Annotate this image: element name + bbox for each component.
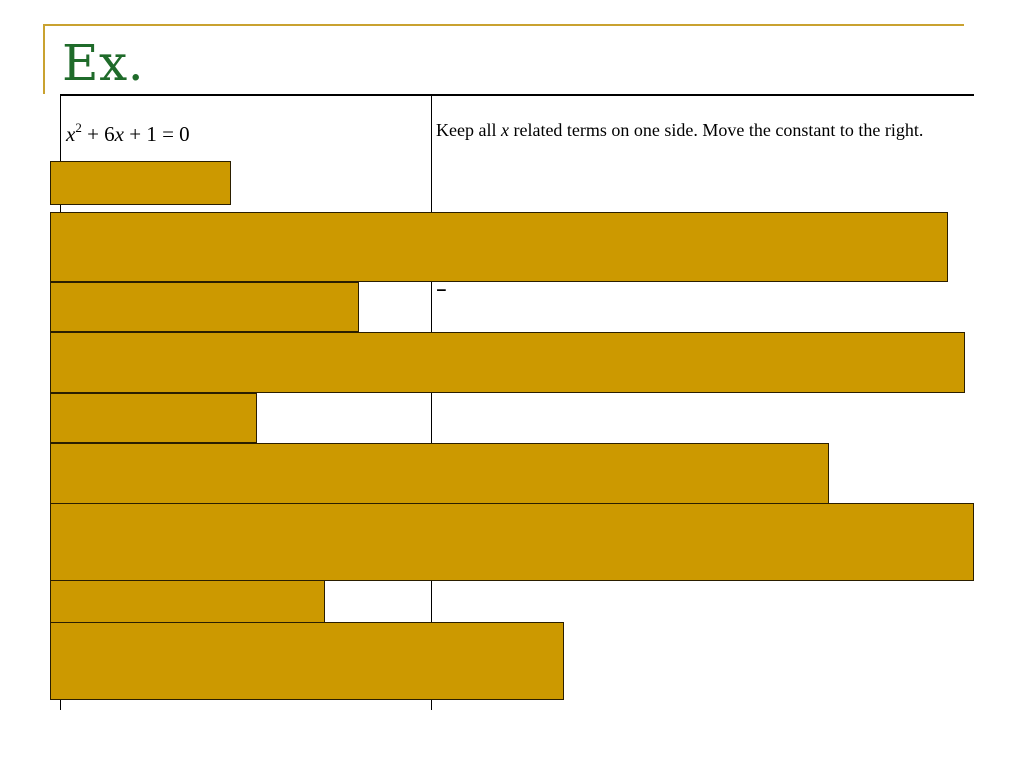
redaction-block xyxy=(50,580,325,623)
redaction-block xyxy=(50,332,965,393)
equation-variable: x xyxy=(66,122,76,146)
instruction-text: Keep all x related terms on one side. Mo… xyxy=(436,114,966,146)
equation: x2 + 6x + 1 = 0 xyxy=(66,120,190,147)
redaction-block xyxy=(50,503,974,581)
slide-title: Ex. xyxy=(62,34,145,92)
redaction-block xyxy=(50,443,829,504)
instruction-part-1: Keep all xyxy=(436,120,501,140)
equation-tail: + 1 = 0 xyxy=(124,122,190,146)
equation-exponent: 2 xyxy=(75,120,82,135)
accent-top-line xyxy=(44,24,964,26)
instruction-variable: x xyxy=(500,120,509,140)
redaction-block xyxy=(50,212,948,282)
redaction-block xyxy=(50,393,257,443)
table-column-divider xyxy=(431,94,432,710)
redaction-block xyxy=(50,622,564,700)
equation-middle: + 6 xyxy=(81,122,115,146)
accent-left-line xyxy=(43,24,45,94)
equation-variable-2: x xyxy=(114,122,124,146)
redaction-block xyxy=(50,161,231,205)
instruction-part-2: related terms on one side. Move the cons… xyxy=(508,120,924,140)
table-top-border xyxy=(60,94,974,96)
redaction-block xyxy=(50,282,359,332)
obscured-text-fragment: ■ xyxy=(436,283,456,291)
